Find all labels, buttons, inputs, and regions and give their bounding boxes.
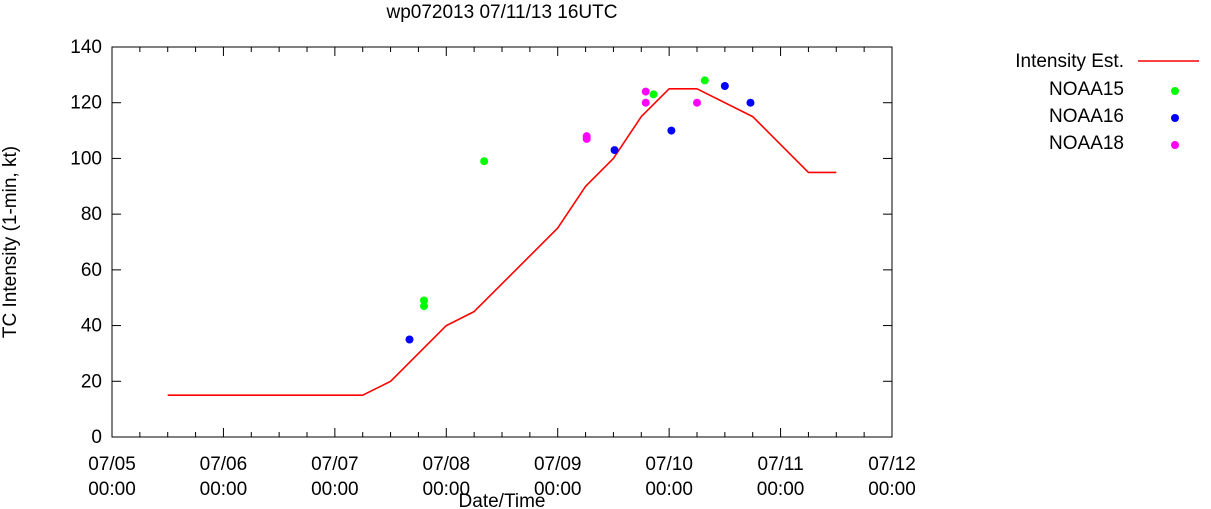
legend: Intensity Est. NOAA15 NOAA16 NOAA18 [1015,51,1199,154]
x-tick-label-time: 00:00 [200,479,248,500]
y-tick-label: 100 [70,148,102,169]
legend-label: NOAA18 [1049,133,1124,154]
y-tick-label: 60 [81,260,102,281]
x-tick-label-date: 07/09 [534,454,582,475]
x-tick-label-date: 07/05 [88,454,136,475]
noaa15-point [420,296,428,305]
intensity-est-line [167,88,837,397]
y-axis-ticks: 0 20 40 60 80 100 120 140 [70,37,892,448]
noaa15-point [649,90,658,99]
x-tick-label-date: 07/11 [758,454,804,475]
x-tick-label-time: 00:00 [88,479,136,500]
legend-label: NOAA16 [1049,106,1124,127]
legend-swatch-point [1171,141,1179,149]
x-tick-label-date: 07/07 [311,454,359,475]
plot-frame [111,46,893,438]
y-axis-label: TC Intensity (1-min, kt) [0,146,21,338]
series-layer [167,76,837,397]
y-tick-label: 20 [81,371,102,392]
y-tick-label: 40 [81,316,102,337]
noaa15-point [480,157,489,166]
legend-swatch-point [1171,114,1179,122]
y-tick-label: 80 [81,204,102,225]
noaa16-point [720,82,729,90]
noaa16-point [746,98,755,107]
noaa16-point [667,126,676,135]
legend-swatch-point [1171,87,1179,95]
noaa15-point [700,76,709,85]
noaa18-point [641,87,650,96]
x-tick-label-date: 07/06 [200,454,248,475]
chart-title: wp072013 07/11/13 16UTC [386,2,618,23]
y-tick-label: 0 [91,427,102,448]
x-tick-label-date: 07/12 [868,454,916,475]
x-tick-label-time: 00:00 [868,479,916,500]
noaa16-point [405,335,414,344]
x-tick-label-date: 07/10 [645,454,693,475]
y-tick-label: 120 [70,93,102,114]
x-tick-label-time: 00:00 [645,479,693,500]
x-tick-label-time: 00:00 [534,479,582,500]
x-axis-label: Date/Time [459,491,546,509]
x-tick-label-time: 00:00 [757,479,805,500]
x-tick-label-time: 00:00 [423,479,471,500]
noaa16-point [610,146,619,155]
x-tick-label-time: 00:00 [311,479,359,500]
y-tick-label: 140 [70,37,102,58]
noaa18-point [641,98,650,107]
x-tick-label-date: 07/08 [423,454,471,475]
noaa15-point [420,302,428,311]
noaa18-point [582,134,591,143]
noaa18-point [693,98,701,107]
legend-label: NOAA15 [1049,79,1124,100]
x-axis-ticks: 07/05 00:00 07/06 00:00 07/07 00:00 07/08 00:00… [88,47,916,500]
legend-label: Intensity Est. [1015,51,1124,72]
